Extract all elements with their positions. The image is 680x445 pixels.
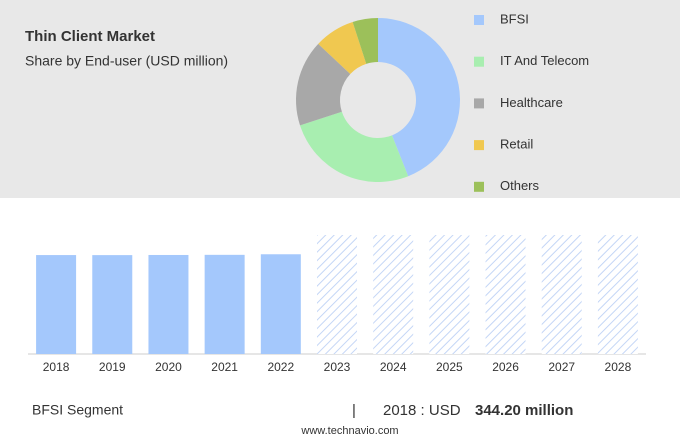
x-tick-label: 2024 <box>380 360 407 374</box>
x-tick-label: 2019 <box>99 360 126 374</box>
x-tick-label: 2018 <box>43 360 70 374</box>
legend-label: Retail <box>500 137 533 152</box>
legend-swatch <box>474 181 484 192</box>
donut-slice <box>318 22 367 74</box>
forecast-placeholder <box>373 235 414 354</box>
donut-slice <box>300 111 409 183</box>
separator: | <box>352 402 356 419</box>
bar <box>204 254 245 354</box>
segment: BFSI Segment <box>32 402 123 418</box>
legend-swatch <box>474 140 484 151</box>
legend-label: Healthcare <box>500 95 563 110</box>
source: www.technavio.com <box>300 425 398 437</box>
x-tick-label: 2027 <box>548 360 575 374</box>
bar <box>92 255 133 354</box>
x-tick-label: 2020 <box>155 360 182 374</box>
forecast-placeholder <box>429 235 470 354</box>
legend-label: Others <box>500 178 540 193</box>
x-tick-label: 2022 <box>267 360 294 374</box>
forecast-placeholder <box>485 235 526 354</box>
x-tick-label: 2026 <box>492 360 519 374</box>
forecast-placeholder <box>541 235 582 354</box>
x-tick-label: 2021 <box>211 360 238 374</box>
x-tick-label: 2028 <box>605 360 632 374</box>
forecast-placeholder <box>597 235 638 354</box>
amount: 344.20 million <box>475 402 573 419</box>
bar <box>148 254 189 354</box>
legend-swatch <box>474 98 484 109</box>
x-tick-label: 2023 <box>324 360 351 374</box>
year-unit: 2018 : USD <box>383 402 461 419</box>
forecast-placeholder <box>317 235 357 354</box>
bar <box>36 255 77 354</box>
legend-label: IT And Telecom <box>500 53 589 68</box>
donut-slice <box>352 18 378 64</box>
legend-swatch <box>474 15 484 25</box>
title: Thin Client Market <box>25 28 155 45</box>
legend-swatch <box>474 56 484 67</box>
donut-slice <box>378 18 460 177</box>
bar <box>260 254 301 354</box>
donut-slice <box>296 43 351 126</box>
x-tick-label: 2025 <box>436 360 463 374</box>
subtitle: Share by End-user (USD million) <box>25 53 228 69</box>
legend-label: BFSI <box>500 11 529 26</box>
